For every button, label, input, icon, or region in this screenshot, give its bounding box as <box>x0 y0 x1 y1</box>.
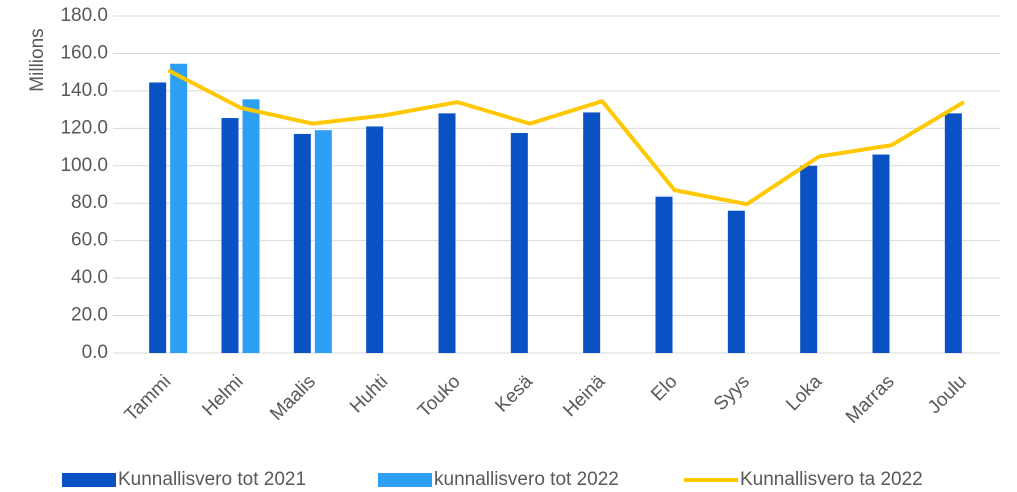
x-tick-label: Marras <box>842 371 899 428</box>
bar <box>800 165 818 353</box>
bar <box>149 82 167 353</box>
x-tick-label: Touko <box>414 371 465 422</box>
line <box>167 68 965 207</box>
bar <box>438 113 456 353</box>
x-tick-label: Heinä <box>559 371 609 421</box>
legend-label: Kunnallisvero tot 2021 <box>118 469 306 490</box>
legend-label: kunnallisvero tot 2022 <box>434 469 619 490</box>
bar <box>583 112 601 354</box>
y-tick-label: 160.0 <box>60 42 108 63</box>
x-tick-label: Loka <box>782 371 826 415</box>
y-tick-label: 140.0 <box>60 80 108 101</box>
bar <box>221 118 239 354</box>
x-tick-label: Kesä <box>491 371 537 417</box>
legend-swatch <box>378 473 432 487</box>
bar <box>366 126 384 353</box>
bar <box>242 99 260 353</box>
bar <box>655 196 673 353</box>
y-tick-label: 120.0 <box>60 117 108 138</box>
y-tick-label: 40.0 <box>71 267 108 288</box>
legend-label: Kunnallisvero ta 2022 <box>740 469 923 490</box>
x-tick-label: Maalis <box>266 371 320 425</box>
bar <box>314 130 332 353</box>
x-tick-label: Elo <box>647 371 681 405</box>
x-tick-label: Joulu <box>924 371 971 418</box>
bar <box>872 154 890 353</box>
x-tick-label: Helmi <box>198 371 247 420</box>
bar <box>170 63 188 353</box>
bar <box>944 113 962 353</box>
y-axis-label: Millions <box>27 28 48 91</box>
bar <box>510 133 528 353</box>
x-tick-label: Tammi <box>121 371 175 425</box>
bar <box>727 210 745 353</box>
y-tick-label: 100.0 <box>60 155 108 176</box>
x-tick-label: Syys <box>710 371 754 415</box>
x-tick-label: Huhti <box>346 371 392 417</box>
y-tick-label: 20.0 <box>71 305 108 326</box>
bar <box>293 133 311 353</box>
y-tick-label: 0.0 <box>82 342 108 363</box>
y-tick-label: 180.0 <box>60 5 108 26</box>
y-tick-label: 60.0 <box>71 230 108 251</box>
y-tick-label: 80.0 <box>71 192 108 213</box>
legend-swatch <box>62 473 116 487</box>
